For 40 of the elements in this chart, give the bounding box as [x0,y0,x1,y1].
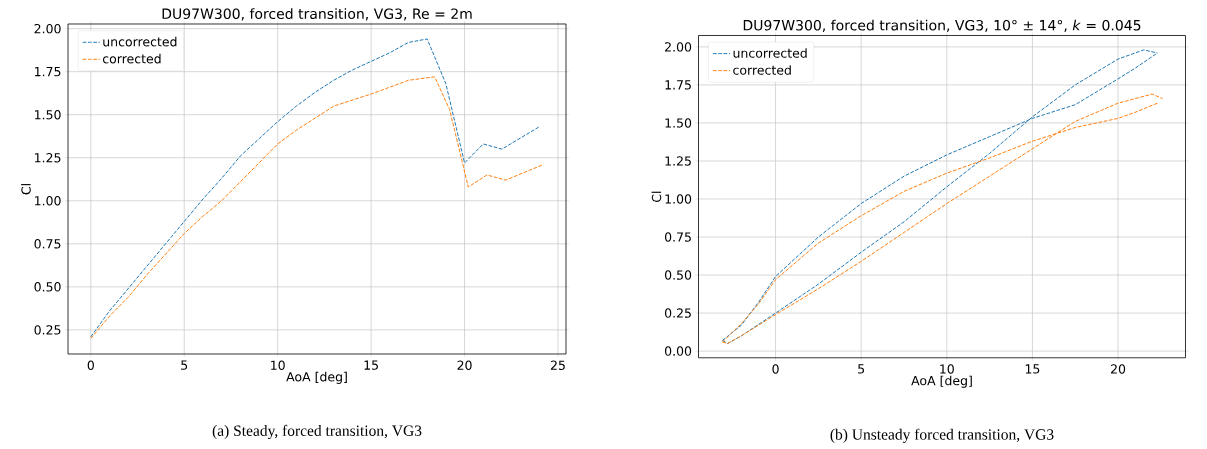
text: (b) Unsteady forced transition, VG3 [830,428,1054,443]
y-tick-label: 0.50 [34,282,61,292]
y-tick-label: 0.75 [664,232,691,242]
chart-title: DU97W300, forced transition, VG3, 10° ± 14°, k = 0.045 [743,19,1141,32]
y-tick-label: 0.25 [34,325,61,335]
x-tick-label: 10 [271,360,285,370]
y-tick-label: 1.50 [665,118,692,128]
legend-label: uncorrected [733,48,807,58]
y-tick-label: 0.25 [664,308,691,318]
y-axis-title: Cl [21,184,31,195]
legend-label: corrected [102,53,161,64]
x-tick-label: 10 [940,364,954,374]
y-axis-title: Cl [651,191,662,203]
y-tick-label: 0.75 [34,239,61,249]
x-tick-label: 15 [364,360,378,370]
y-tick-label: 1.50 [35,109,61,120]
x-tick-label: 0 [772,364,779,374]
y-tick-label: 1.75 [35,67,61,77]
legend-label: corrected [733,65,791,75]
text: (a) Steady, forced transition, VG3 [212,424,422,440]
y-tick-label: 2.00 [34,23,61,34]
x-axis-title: AoA [deg] [911,375,972,388]
y-tick-label: 1.00 [665,194,692,204]
x-tick-label: 20 [1110,364,1126,374]
chart-title: DU97W300, forced transition, VG3, Re = 2m [162,8,472,21]
x-axis-title: AoA [deg] [286,371,347,384]
y-tick-label: 1.75 [665,80,691,90]
y-tick-label: 0.50 [664,270,692,280]
x-tick-label: 20 [457,360,472,370]
x-tick-label: 25 [550,360,565,370]
y-tick-label: 2.00 [665,42,692,52]
legend-label: uncorrected [103,36,177,47]
y-tick-label: 1.25 [665,156,691,166]
y-tick-label: 0.00 [664,346,692,356]
y-tick-label: 1.00 [35,196,61,206]
x-tick-label: 0 [87,360,94,370]
x-tick-label: 5 [181,360,188,370]
x-tick-label: 15 [1025,364,1040,374]
x-tick-label: 5 [858,364,865,374]
y-tick-label: 1.25 [35,153,61,163]
